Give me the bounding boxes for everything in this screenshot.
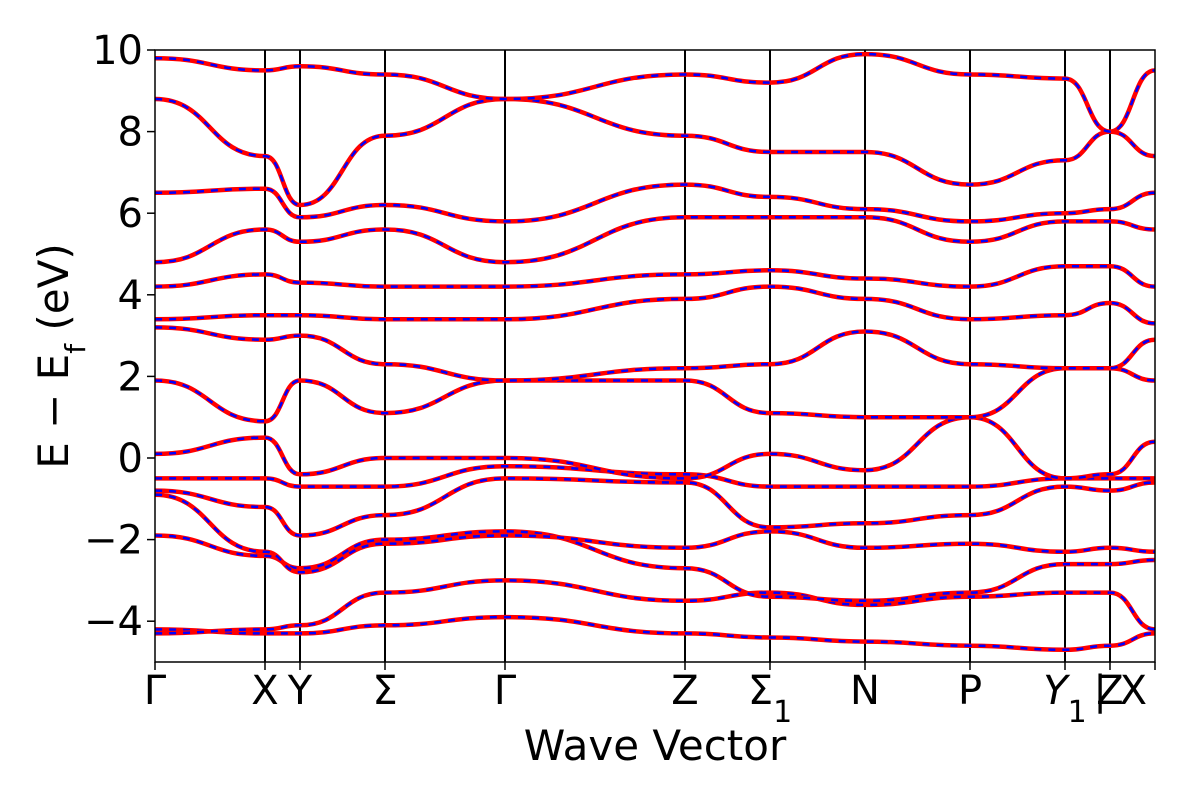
band-line-dashed-11 [155,216,1155,264]
x-tick-label-7: N [850,668,880,714]
band-line-13 [155,96,1155,208]
x-tick-label-2: Y [287,668,313,714]
band-line-dashed-13 [155,97,1155,207]
y-tick-label-3: 2 [118,354,143,400]
band-line-7 [155,365,1155,424]
band-line-2 [155,529,1155,604]
band-line-8 [155,325,1155,383]
x-axis-ticks: Γ X Y Σ Γ Z Σ1 N P Y1 Z| X [144,662,1156,730]
y-tick-label-1: −2 [84,518,143,564]
x-tick-label-3: Σ [372,668,397,714]
band-line-11 [155,215,1155,265]
band-line-dashed-14 [155,52,1155,133]
band-line-dashed-0 [155,615,1155,652]
band-line-1 [155,578,1155,636]
x-tick-label-9: Y1 [1043,668,1087,730]
x-tick-label-10: Z [1096,668,1123,714]
x-axis-label: Wave Vector [524,721,787,770]
y-axis-label: E − Ef (eV) [29,243,92,469]
x-tick-label-0: Γ [144,668,167,714]
band-line-dashed-12 [155,183,1155,223]
y-tick-label-7: 10 [92,28,143,74]
y-tick-label-2: 0 [118,436,143,482]
x-tick-label-break: | X [1093,668,1147,714]
band-line-dashed-7 [155,366,1155,423]
y-tick-label-4: 4 [118,273,143,319]
band-line-dashed-9 [155,285,1155,325]
band-line-14 [155,51,1155,134]
y-axis-ticks: −4 −2 0 2 4 6 8 10 [84,28,155,645]
band-line-0 [155,614,1155,653]
x-tick-label-5: Z [671,668,698,714]
y-tick-label-6: 8 [118,110,143,156]
plot-frame [154,49,1156,663]
y-tick-label-5: 6 [118,191,143,237]
y-axis-label-sub: f [59,343,92,354]
band-line-dashed-1 [155,579,1155,635]
x-tick-label-4: Γ [494,668,517,714]
band-line-3 [155,492,1155,575]
band-line-10 [155,263,1155,289]
y-axis-label-unit: (eV) [29,243,78,344]
band-line-6 [155,414,1155,481]
band-line-dashed-6 [155,415,1155,480]
x-tick-label-6: Σ1 [748,668,792,730]
band-line-dashed-10 [155,264,1155,288]
x-tick-label-1: X [251,668,278,714]
y-axis-label-main: E − E [29,354,78,469]
band-line-dashed-4 [155,477,1155,537]
band-line-dashed-8 [155,326,1155,382]
y-tick-label-0: −4 [84,599,143,645]
x-tick-label-8: P [958,668,982,714]
band-lines [155,51,1155,653]
